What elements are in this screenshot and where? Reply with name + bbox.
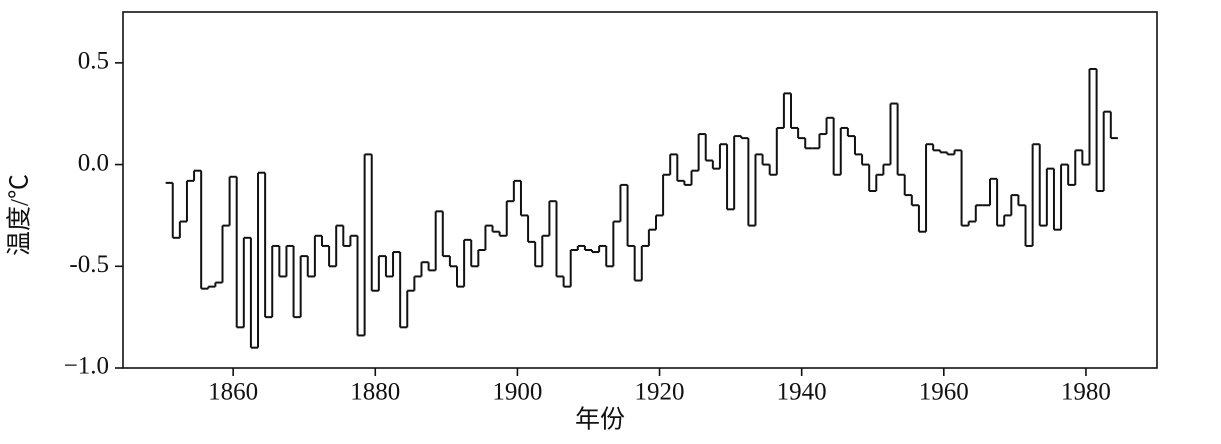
x-tick-label: 1920 [635,379,685,406]
x-tick-label: 1980 [1061,379,1111,406]
x-tick-label: 1860 [208,379,258,406]
x-tick-label: 1960 [919,379,969,406]
y-tick-label: −1.0 [64,353,109,380]
y-axis-label: 温度/℃ [6,174,34,256]
y-tick-label: 0.0 [78,149,109,176]
y-tick-label: -0.5 [69,251,109,278]
plot-frame [122,11,1158,369]
x-tick-label: 1900 [492,379,542,406]
x-tick-label: 1880 [350,379,400,406]
x-axis-label: 年份 [575,406,625,434]
y-tick-label: 0.5 [78,48,109,75]
x-tick-label: 1940 [777,379,827,406]
